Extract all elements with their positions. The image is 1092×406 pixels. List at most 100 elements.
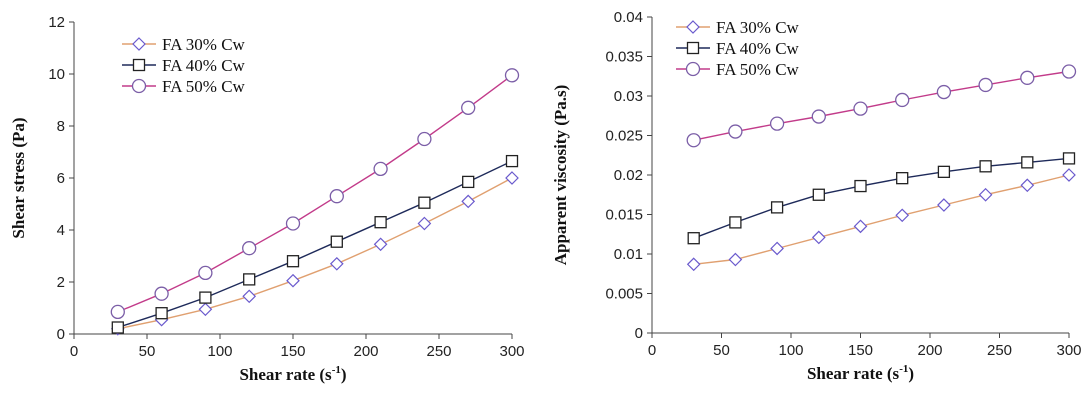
data-point-series-1 [853,219,868,234]
x-tick-label: 200 [353,343,378,360]
data-point-series-1 [198,302,213,317]
data-point-series-2 [330,235,343,248]
data-point-series-3 [811,109,826,124]
data-point-series-2 [937,165,951,178]
series-line-2 [117,160,513,329]
x-axis-label: Shear rate (s-1) [239,364,346,384]
y-tick-label: 0.01 [614,246,643,263]
y-tick-label: 0.04 [614,9,643,26]
x-tick-label: 300 [1056,342,1081,359]
x-tick-label: 100 [207,343,232,360]
series-line-1 [117,177,513,330]
series-line-2 [693,157,1070,239]
data-point-series-2 [111,321,124,334]
x-tick-label: 250 [426,343,451,360]
data-point-series-3 [769,116,785,131]
data-point-series-3 [936,84,952,100]
data-point-series-3 [110,304,125,320]
data-point-series-2 [770,201,784,214]
data-point-series-3 [242,241,257,256]
data-point-series-2 [812,188,825,201]
legend-marker-3 [131,78,147,94]
data-point-series-1 [811,230,826,245]
data-point-series-2 [199,291,212,304]
data-point-series-2 [418,196,431,209]
legend-marker-3 [685,61,701,77]
data-point-series-1 [978,187,993,202]
data-point-series-2 [462,175,475,189]
x-tick-label: 0 [70,343,78,360]
data-point-series-2 [729,216,742,229]
series-line-3 [117,74,513,313]
x-tick-label: 200 [917,342,942,359]
data-point-series-1 [242,289,257,304]
legend-marker-1 [686,20,700,34]
x-axis-label: Shear rate (s-1) [807,363,914,383]
data-point-series-1 [505,171,519,185]
data-point-series-1 [937,198,951,212]
y-axis-label: Apparent viscosity (Pa.s) [551,85,570,266]
data-point-series-2 [687,232,700,245]
y-tick-label: 2 [57,274,65,291]
data-point-series-3 [329,189,344,204]
y-axis-label: Shear stress (Pa) [9,117,28,238]
data-point-series-3 [895,92,910,108]
x-tick-label: 0 [648,342,656,359]
data-point-series-3 [154,286,169,301]
data-point-series-1 [1062,168,1076,182]
data-point-series-3 [373,161,388,177]
data-point-series-1 [461,194,476,209]
legend-label-2: FA 40% Cw [162,56,246,75]
data-point-series-2 [896,172,909,185]
data-point-series-3 [461,100,476,115]
y-tick-label: 0.03 [614,88,643,105]
x-tick-label: 50 [139,343,156,360]
y-tick-label: 8 [57,118,65,135]
data-point-series-3 [285,216,301,231]
legend-marker-2 [132,58,146,72]
legend-label-2: FA 40% Cw [716,39,800,58]
data-point-series-1 [728,252,743,267]
y-tick-label: 10 [48,66,65,83]
data-point-series-1 [686,257,701,272]
data-point-series-1 [373,237,388,252]
data-point-series-3 [1020,70,1035,85]
data-point-series-1 [417,216,432,231]
data-point-series-1 [286,273,300,288]
data-point-series-3 [198,265,213,281]
data-point-series-3 [504,68,520,83]
data-point-series-1 [329,256,344,271]
apparent-viscosity-chart: 0 0.005 0.01 0.015 0.02 0.025 0.03 0.035 0.04 0 50… [551,9,1082,383]
y-tick-label: 0 [57,326,65,343]
legend-label-1: FA 30% Cw [716,18,800,37]
data-point-series-2 [286,255,300,268]
shear-stress-chart: 0 2 4 6 8 10 12 0 50 100 150 200 250 300 Shear rate (s… [9,14,525,384]
legend-label-1: FA 30% Cw [162,35,246,54]
data-point-series-2 [1062,152,1076,165]
legend-label-3: FA 50% Cw [162,77,246,96]
y-tick-label: 0.025 [605,128,643,145]
y-tick-label: 6 [57,170,65,187]
data-point-series-2 [1021,156,1034,169]
y-tick-label: 0 [635,325,643,342]
legend-marker-1 [132,37,146,51]
data-point-series-2 [979,160,992,173]
legend-label-3: FA 50% Cw [716,60,800,79]
x-tick-label: 250 [987,342,1012,359]
x-tick-label: 150 [848,342,873,359]
data-point-series-3 [417,131,432,147]
y-tick-label: 0.015 [605,207,643,224]
y-tick-label: 0.02 [614,167,643,184]
data-point-series-1 [1020,178,1035,193]
x-tick-label: 300 [499,343,524,360]
y-tick-label: 4 [57,222,65,239]
y-tick-label: 0.005 [605,286,643,303]
data-point-series-1 [895,208,910,223]
data-point-series-1 [770,241,784,256]
data-point-series-2 [374,216,387,229]
data-point-series-3 [686,133,701,148]
x-tick-label: 150 [280,343,305,360]
data-point-series-2 [243,273,256,286]
legend-marker-2 [686,41,700,55]
